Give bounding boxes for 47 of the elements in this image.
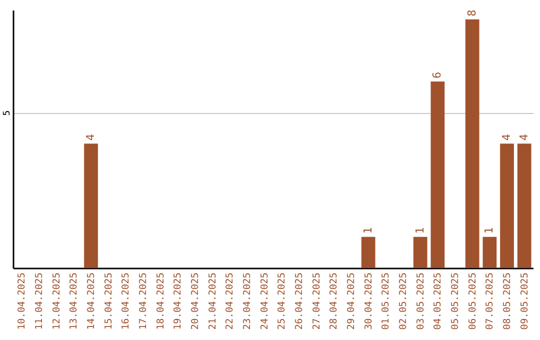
x-tick-label: 14.04.2025 [86,272,97,330]
x-tick-label: 06.05.2025 [467,272,478,330]
x-tick-label: 05.05.2025 [450,272,461,330]
bar [430,81,445,268]
data-label: 4 [517,134,530,141]
bar [465,19,480,268]
x-tick-label: 19.04.2025 [172,272,184,330]
data-label: 6 [430,72,444,78]
data-label: 4 [84,134,97,141]
x-tick-label: 09.05.2025 [519,272,530,330]
x-tick-label: 16.04.2025 [120,272,132,330]
x-tick-label: 27.04.2025 [311,272,322,330]
x-tick-label: 02.05.2025 [398,272,409,330]
x-tick-label: 28.04.2025 [328,272,340,330]
x-tick-label: 04.05.2025 [432,272,444,330]
x-tick-label: 20.04.2025 [190,272,201,330]
bar [361,236,376,268]
x-tick-label: 13.04.2025 [68,272,80,330]
data-label: 4 [500,134,513,141]
data-label: 8 [465,10,478,16]
x-tick-label: 12.04.2025 [51,272,62,330]
data-label: 1 [361,227,374,234]
x-tick-label: 18.04.2025 [155,272,166,330]
x-tick-label: 23.04.2025 [242,272,253,330]
bar [413,236,428,268]
x-tick-label: 15.04.2025 [103,272,114,330]
x-tick-label: 30.04.2025 [363,272,374,330]
x-tick-label: 24.04.2025 [259,272,270,330]
data-label: 1 [482,227,496,234]
x-tick-label: 03.05.2025 [415,272,426,330]
bar [500,144,514,268]
bar [482,236,497,268]
data-label: 1 [413,227,426,234]
x-tick-label: 21.04.2025 [207,272,218,330]
x-tick-label: 29.04.2025 [346,272,357,330]
x-tick-label: 11.04.2025 [34,272,45,330]
x-tick-label: 08.05.2025 [502,272,513,330]
x-tick-label: 17.04.2025 [138,272,149,330]
x-tick-label: 10.04.2025 [16,272,28,330]
x-tick-label: 22.04.2025 [224,272,236,330]
bar [517,144,532,268]
x-tick-label: 01.05.2025 [380,272,392,330]
x-tick-label: 25.04.2025 [276,272,288,330]
bar [84,144,98,268]
x-tick-label: 07.05.2025 [484,272,496,330]
x-tick-label: 26.04.2025 [294,272,305,330]
y-tick-label: 5 [2,110,12,116]
